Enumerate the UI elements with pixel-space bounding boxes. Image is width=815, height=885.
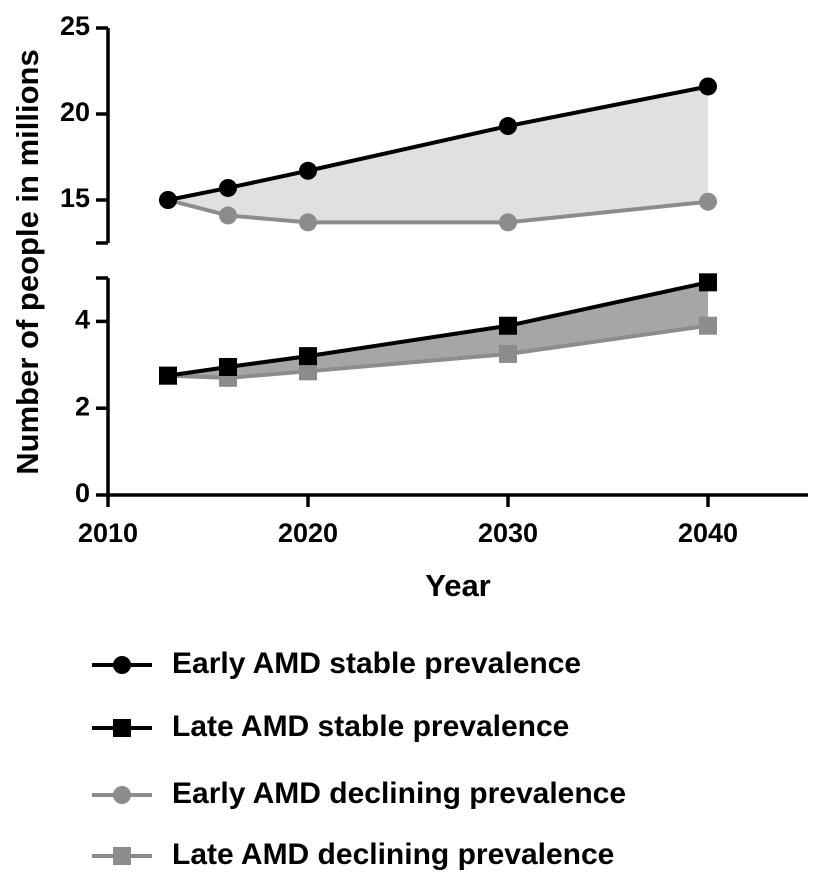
point: [219, 178, 237, 197]
point: [499, 316, 517, 335]
point: [159, 366, 177, 385]
y-tick-label: 4: [75, 305, 90, 335]
point: [299, 347, 317, 366]
point: [499, 344, 517, 363]
point: [159, 191, 177, 209]
point: [699, 316, 717, 335]
point: [699, 77, 717, 96]
y-tick-label: 0: [75, 478, 90, 508]
band-fill: [168, 86, 708, 223]
point: [299, 362, 317, 381]
legend-marker: [113, 847, 131, 865]
y-tick-label: 25: [60, 11, 90, 41]
x-tick-label: 2030: [478, 518, 538, 548]
x-tick-label: 2040: [678, 518, 738, 548]
x-axis-label: Year: [425, 568, 491, 603]
legend-label: Early AMD stable prevalence: [172, 647, 581, 680]
point: [219, 357, 237, 376]
y-tick-label: 20: [60, 97, 90, 127]
y-axis-label: Number of people in millions: [10, 49, 45, 474]
point: [699, 273, 717, 292]
point: [299, 161, 317, 180]
x-tick-label: 2020: [278, 518, 338, 548]
point: [499, 117, 517, 136]
legend-label: Late AMD declining prevalence: [172, 838, 614, 871]
point: [699, 192, 717, 211]
legend-label: Early AMD declining prevalence: [172, 777, 626, 810]
legend-label: Late AMD stable prevalence: [172, 710, 569, 743]
y-tick-label: 15: [60, 183, 90, 213]
legend-marker: [113, 719, 131, 737]
legend-marker: [113, 656, 131, 674]
point: [499, 213, 517, 232]
legend-marker: [113, 786, 131, 804]
x-tick-label: 2010: [78, 518, 138, 548]
y-tick-label: 2: [75, 391, 90, 421]
point: [219, 206, 237, 225]
point: [299, 213, 317, 232]
